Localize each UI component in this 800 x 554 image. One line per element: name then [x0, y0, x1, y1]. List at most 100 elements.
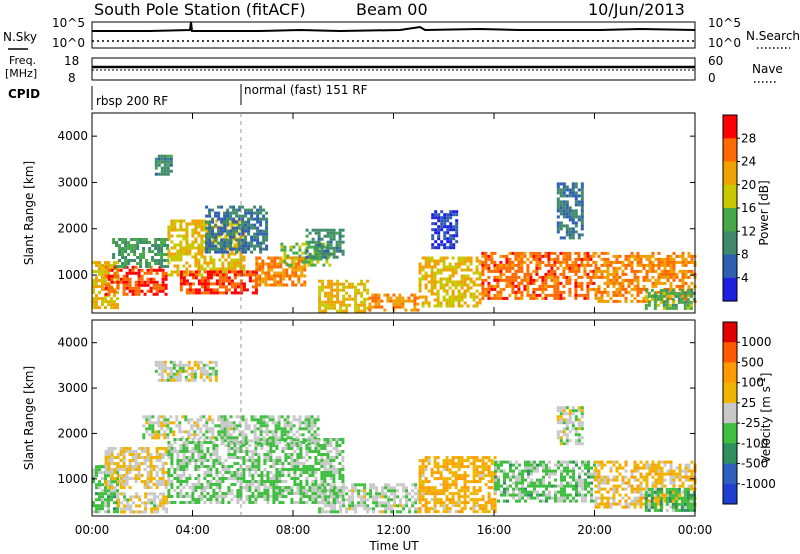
power-cell-7 — [255, 274, 259, 278]
velocity-cell-5 — [326, 474, 330, 477]
power-cell-4 — [200, 234, 204, 238]
power-cell-12 — [430, 259, 434, 263]
velocity-cell-7 — [348, 507, 352, 511]
power-cell-4 — [230, 267, 234, 271]
power-cell-1 — [116, 283, 120, 287]
velocity-cell-7 — [381, 486, 385, 490]
velocity-cell-5 — [302, 501, 306, 504]
power-cell-0 — [104, 300, 107, 304]
velocity-cell-5 — [305, 450, 309, 453]
power-cell-15 — [562, 200, 566, 204]
velocity-cell-5 — [317, 501, 321, 504]
velocity-cell-6 — [310, 433, 314, 437]
velocity-cell-7 — [381, 489, 385, 493]
velocity-cell-5 — [221, 480, 225, 483]
velocity-cell-3 — [172, 378, 176, 382]
power-cell-15 — [571, 221, 575, 225]
power-cell-17 — [677, 297, 681, 301]
velocity-cell-5 — [194, 462, 198, 465]
velocity-cell-4 — [169, 430, 173, 434]
power-cell-7 — [267, 265, 271, 269]
velocity-cell-3 — [154, 369, 158, 373]
power-cell-12 — [442, 283, 446, 287]
power-cell-0 — [92, 270, 95, 274]
power-cell-10 — [318, 279, 322, 283]
velocity-cell-6 — [268, 418, 272, 422]
power-cell-15 — [574, 224, 578, 228]
velocity-cell-1 — [125, 483, 129, 486]
power-cell-15 — [556, 209, 560, 213]
power-cell-7 — [300, 274, 304, 278]
power-cell-9 — [326, 252, 330, 256]
velocity-cell-6 — [256, 436, 260, 440]
velocity-cell-1 — [149, 477, 153, 480]
power-cell-0 — [110, 297, 113, 301]
power-cell-14 — [481, 254, 485, 258]
velocity-cell-8 — [493, 498, 497, 502]
power-cell-2 — [142, 253, 146, 256]
power-cell-14 — [514, 293, 518, 297]
power-cell-5 — [224, 273, 228, 277]
power-cell-11 — [407, 299, 411, 303]
velocity-cell-1 — [116, 462, 120, 465]
power-cell-16 — [684, 257, 688, 261]
power-cell-6 — [217, 211, 221, 215]
power-cell-4 — [176, 219, 180, 223]
velocity-cell-4 — [157, 433, 161, 437]
velocity-cell-8 — [451, 474, 455, 478]
power-cell-12 — [466, 259, 470, 263]
power-cell-4 — [212, 237, 216, 241]
power-cell-12 — [418, 262, 422, 266]
velocity-cell-5 — [317, 468, 321, 471]
power-cell-14 — [529, 275, 533, 279]
velocity-cell-7 — [351, 498, 355, 502]
velocity-cell-6 — [271, 421, 275, 425]
power-cell-12 — [418, 271, 422, 275]
velocity-cell-6 — [265, 430, 269, 434]
velocity-cell-4 — [205, 424, 209, 428]
power-cell-1 — [140, 289, 144, 293]
power-cell-13 — [452, 237, 456, 241]
velocity-cell-1 — [122, 462, 126, 465]
power-cell-14 — [511, 272, 515, 276]
velocity-cell-1 — [110, 483, 114, 486]
power-cell-5 — [188, 273, 192, 277]
power-cell-4 — [170, 234, 174, 238]
power-cell-4 — [170, 228, 174, 232]
power-cell-16 — [618, 299, 622, 303]
velocity-cell-5 — [341, 474, 345, 477]
power-cell-16 — [669, 254, 673, 258]
power-cell-6 — [253, 247, 257, 251]
velocity-cell-5 — [245, 486, 249, 489]
velocity-cell-5 — [167, 441, 171, 444]
velocity-cell-7 — [336, 510, 340, 514]
velocity-cell-5 — [284, 456, 288, 459]
power-cell-4 — [221, 270, 225, 274]
power-cell-4 — [191, 234, 195, 238]
power-cell-6 — [262, 229, 266, 233]
power-cell-13 — [431, 222, 435, 226]
power-cell-4 — [239, 252, 243, 256]
velocity-cell-1 — [116, 474, 120, 477]
power-cell-15 — [580, 200, 584, 204]
velocity-cell-0 — [92, 510, 95, 514]
power-cell-14 — [544, 272, 548, 276]
power-cell-9 — [320, 243, 324, 247]
velocity-cell-3 — [202, 369, 206, 373]
power-cell-17 — [686, 297, 690, 301]
velocity-cell-3 — [160, 369, 164, 373]
power-cell-2 — [145, 241, 149, 244]
power-ytick-label-2: 3000 — [57, 175, 88, 189]
power-cell-6 — [208, 235, 212, 239]
velocity-cell-5 — [314, 456, 318, 459]
velocity-cell-5 — [284, 486, 288, 489]
power-cell-6 — [208, 223, 212, 227]
velocity-cell-1 — [122, 483, 126, 486]
power-cell-14 — [535, 263, 539, 267]
velocity-cell-2 — [129, 495, 133, 499]
power-cell-14 — [526, 272, 530, 276]
power-cell-12 — [445, 277, 449, 281]
power-cell-9 — [320, 228, 324, 232]
power-cell-13 — [434, 231, 438, 235]
power-cell-9 — [317, 240, 321, 244]
